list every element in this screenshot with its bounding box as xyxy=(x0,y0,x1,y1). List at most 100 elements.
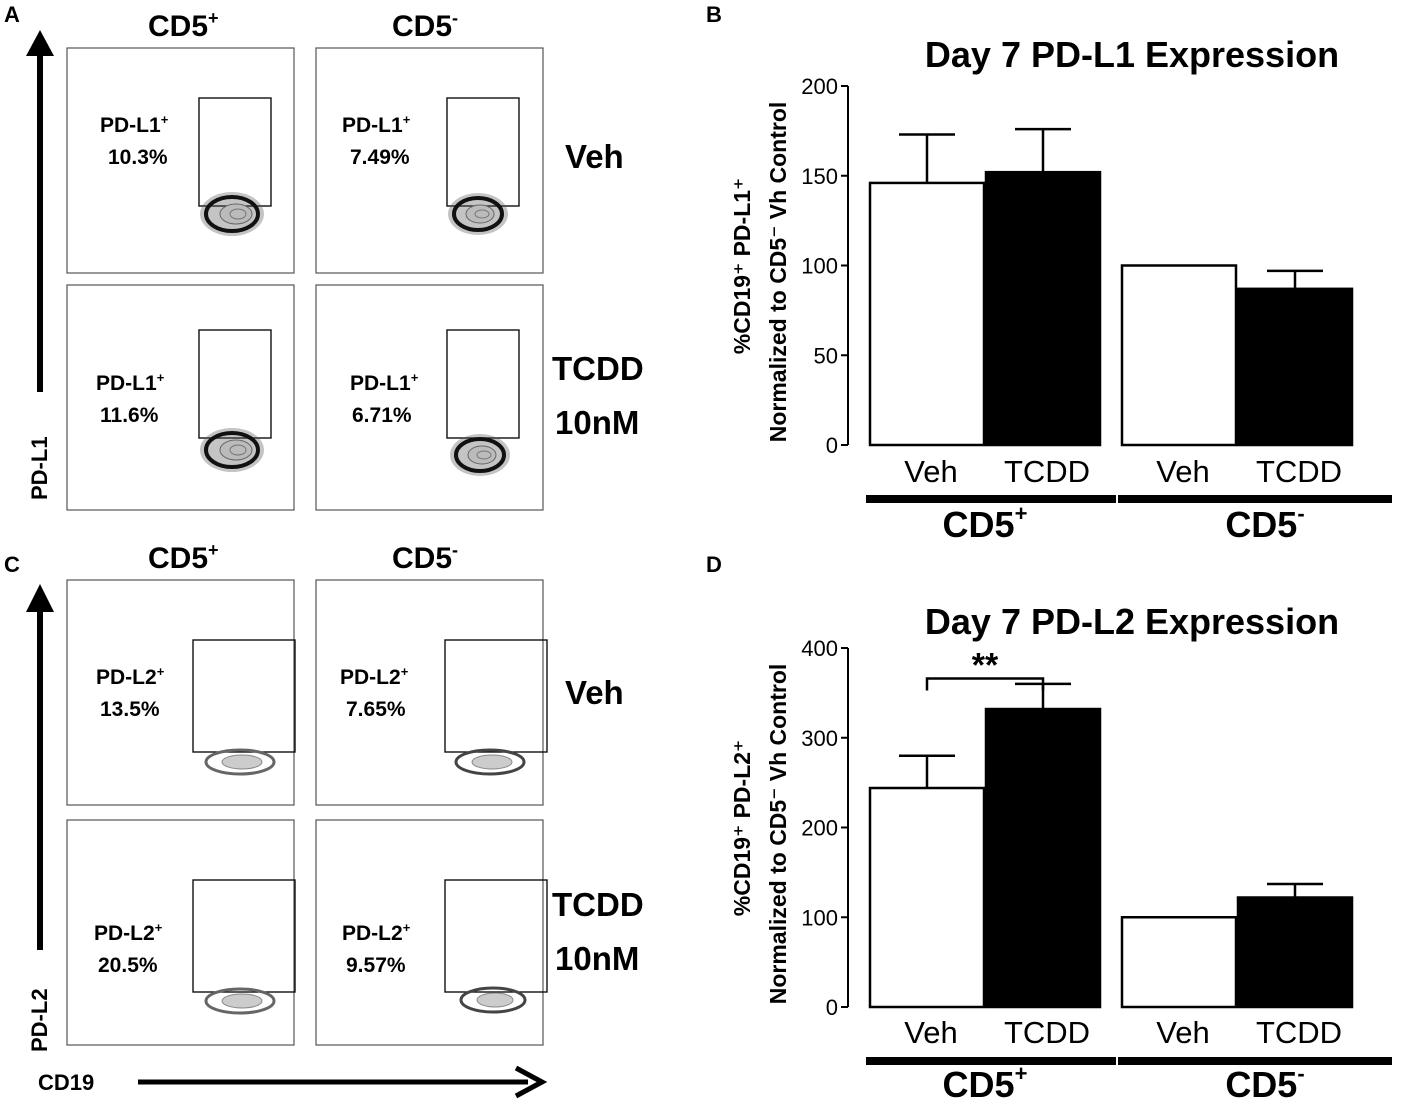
flow-plot-cd5pos-veh-pdl1 xyxy=(66,47,295,274)
contour-cd5neg-tcdd-pdl1 xyxy=(450,434,510,476)
category-label-pdl1: TCDD xyxy=(1004,454,1090,489)
flow-panel-pdl2: CD5+ CD5- PD-L2 CD19 P xyxy=(26,540,644,1099)
row-head-tcdd-c: TCDD xyxy=(552,886,644,923)
y-tick-label-pdl1: 50 xyxy=(814,343,838,368)
y-tick-label-pdl2: 0 xyxy=(826,995,838,1020)
gate-label-cd5neg-veh-pdl1: PD-L1+ xyxy=(342,112,411,137)
contour-cd5neg-veh-pdl2 xyxy=(454,748,526,776)
row-head-dose-c: 10nM xyxy=(555,940,639,977)
bar-pdl1-3 xyxy=(1236,287,1354,447)
y-tick-label-pdl2: 100 xyxy=(801,905,838,930)
category-label-pdl1: Veh xyxy=(904,454,957,489)
gate-label-cd5pos-tcdd-pdl1: PD-L1+ xyxy=(96,370,165,395)
y-tick-label-pdl2: 200 xyxy=(801,816,838,841)
row-head-tcdd-a: TCDD xyxy=(552,350,644,387)
category-label-pdl2: Veh xyxy=(904,1015,957,1050)
gate-label-cd5pos-veh-pdl2: PD-L2+ xyxy=(96,664,165,689)
gate-pct-cd5pos-veh-pdl2: 13.5% xyxy=(100,698,160,721)
gate-label-cd5pos-veh-pdl1: PD-L1+ xyxy=(100,112,169,137)
category-label-pdl2: Veh xyxy=(1156,1015,1209,1050)
gate-pct-cd5neg-tcdd-pdl1: 6.71% xyxy=(352,404,412,427)
bar-chart-pdl2: Day 7 PD-L2 Expression %CD19⁺ PD-L2⁺ Norma… xyxy=(729,601,1392,1104)
panel-letter-d: D xyxy=(706,552,722,577)
y-tick-label-pdl1: 100 xyxy=(801,254,838,279)
bar-pdl1-2 xyxy=(1120,264,1238,447)
col-head-cd5neg-a: CD5- xyxy=(392,8,458,43)
contour-cd5pos-tcdd-pdl1 xyxy=(200,428,264,472)
y-label-line1-pdl2: %CD19⁺ PD-L2⁺ xyxy=(729,740,755,916)
category-label-pdl1: TCDD xyxy=(1256,454,1342,489)
row-head-dose-a: 10nM xyxy=(555,404,639,441)
y-label-line1-pdl1: %CD19⁺ PD-L1⁺ xyxy=(729,178,755,354)
y-tick-label-pdl2: 300 xyxy=(801,726,838,751)
gate-cd5neg-tcdd-pdl2 xyxy=(444,879,548,993)
gate-pct-cd5neg-tcdd-pdl2: 9.57% xyxy=(346,954,406,977)
group-line-pdl1 xyxy=(1118,495,1392,503)
bar-chart-pdl1: Day 7 PD-L1 Expression %CD19⁺ PD-L1⁺ Norma… xyxy=(729,34,1392,545)
flow-panel-pdl1: CD5+ CD5- PD-L1 xyxy=(26,8,644,511)
category-label-pdl1: Veh xyxy=(1156,454,1209,489)
col-head-cd5pos-c: CD5+ xyxy=(148,540,219,575)
y-tick-label-pdl1: 200 xyxy=(801,74,838,99)
gate-label-cd5neg-tcdd-pdl2: PD-L2+ xyxy=(342,920,411,945)
gate-label-cd5neg-tcdd-pdl1: PD-L1+ xyxy=(350,370,419,395)
group-line-pdl2 xyxy=(866,1057,1116,1065)
gate-pct-cd5neg-veh-pdl1: 7.49% xyxy=(350,146,410,169)
y-tick-label-pdl1: 0 xyxy=(826,433,838,458)
group-line-pdl2 xyxy=(1118,1057,1392,1065)
x-axis-label-cd19: CD19 xyxy=(38,1070,94,1095)
significance-bracket-pdl2 xyxy=(925,677,1045,691)
bar-pdl1-0 xyxy=(868,181,986,447)
gate-cd5pos-veh-pdl2 xyxy=(192,639,296,753)
chart-title-pdl2: Day 7 PD-L2 Expression xyxy=(925,601,1339,642)
gate-label-cd5pos-tcdd-pdl2: PD-L2+ xyxy=(94,920,163,945)
gate-cd5neg-veh-pdl2 xyxy=(444,639,548,753)
gate-pct-cd5pos-veh-pdl1: 10.3% xyxy=(108,146,168,169)
flow-plot-cd5pos-tcdd-pdl1 xyxy=(66,284,295,511)
group-label-pdl1: CD5+ xyxy=(943,501,1028,545)
bar-pdl2-2 xyxy=(1120,916,1238,1009)
gate-pct-cd5pos-tcdd-pdl2: 20.5% xyxy=(98,954,158,977)
cd19-arrow-head xyxy=(514,1065,548,1099)
panel-letter-c: C xyxy=(4,552,20,577)
contour-cd5neg-veh-pdl1 xyxy=(448,193,508,235)
y-label-line2-pdl1: Normalized to CD5⁻ Vh Control xyxy=(765,102,791,443)
group-label-pdl2: CD5- xyxy=(1225,1061,1304,1104)
contour-cd5pos-veh-pdl2 xyxy=(204,748,276,776)
col-head-cd5neg-c: CD5- xyxy=(392,540,458,575)
group-label-pdl2: CD5+ xyxy=(943,1061,1028,1104)
panel-letter-a: A xyxy=(4,2,20,27)
y-label-line2-pdl2: Normalized to CD5⁻ Vh Control xyxy=(765,664,791,1005)
significance-label-pdl2: ** xyxy=(972,647,999,685)
chart-title-pdl1: Day 7 PD-L1 Expression xyxy=(925,34,1339,75)
gate-cd5pos-tcdd-pdl2 xyxy=(192,879,296,993)
row-head-veh-c: Veh xyxy=(565,674,624,711)
group-label-pdl1: CD5- xyxy=(1225,501,1304,545)
bar-pdl1-1 xyxy=(984,170,1102,447)
bar-pdl2-3 xyxy=(1236,896,1354,1009)
pdl2-arrow-head xyxy=(26,584,54,612)
y-tick-label-pdl2: 400 xyxy=(801,636,838,661)
category-label-pdl2: TCDD xyxy=(1004,1015,1090,1050)
flow-plot-cd5neg-tcdd-pdl1 xyxy=(315,284,544,511)
contour-cd5pos-veh-pdl1 xyxy=(200,192,264,236)
y-axis-label-pdl1: PD-L1 xyxy=(27,436,52,500)
bar-pdl2-0 xyxy=(868,786,986,1009)
category-label-pdl2: TCDD xyxy=(1256,1015,1342,1050)
group-line-pdl1 xyxy=(866,495,1116,503)
flow-plot-cd5pos-tcdd-pdl2 xyxy=(66,819,295,1046)
flow-plot-cd5neg-tcdd-pdl2 xyxy=(315,819,544,1046)
col-head-cd5pos-a: CD5+ xyxy=(148,8,219,43)
panel-letter-b: B xyxy=(706,2,722,27)
gate-pct-cd5pos-tcdd-pdl1: 11.6% xyxy=(100,404,159,427)
flow-plot-cd5neg-veh-pdl1 xyxy=(315,47,544,274)
pdl1-arrow-head xyxy=(26,30,54,56)
gate-pct-cd5neg-veh-pdl2: 7.65% xyxy=(346,698,406,721)
y-tick-label-pdl1: 150 xyxy=(801,164,838,189)
flow-plot-cd5pos-veh-pdl2 xyxy=(66,579,295,806)
bar-pdl2-1 xyxy=(984,707,1102,1009)
gate-label-cd5neg-veh-pdl2: PD-L2+ xyxy=(340,664,409,689)
y-axis-label-pdl2: PD-L2 xyxy=(27,988,52,1052)
contour-cd5neg-tcdd-pdl2 xyxy=(459,986,527,1014)
